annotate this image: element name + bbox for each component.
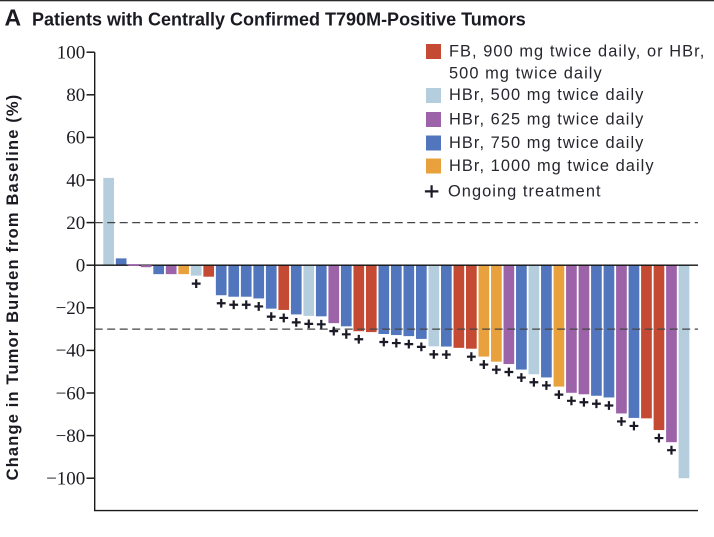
svg-text:−40: −40 [56, 341, 86, 362]
svg-text:HBr, 500 mg twice daily: HBr, 500 mg twice daily [449, 86, 644, 104]
svg-text:HBr, 750 mg twice daily: HBr, 750 mg twice daily [449, 134, 644, 152]
svg-text:HBr, 1000 mg twice daily: HBr, 1000 mg twice daily [449, 157, 655, 175]
svg-text:20: 20 [66, 213, 85, 234]
svg-text:FB, 900 mg twice daily, or HBr: FB, 900 mg twice daily, or HBr, [449, 43, 705, 61]
svg-text:−20: −20 [56, 298, 86, 319]
svg-text:HBr, 625 mg twice daily: HBr, 625 mg twice daily [449, 111, 644, 129]
svg-text:0: 0 [76, 256, 86, 277]
svg-text:60: 60 [66, 128, 85, 149]
svg-text:−60: −60 [56, 383, 86, 404]
svg-text:−100: −100 [46, 469, 85, 490]
svg-text:80: 80 [66, 85, 85, 106]
svg-text:Ongoing treatment: Ongoing treatment [448, 183, 602, 201]
svg-text:A: A [5, 4, 22, 30]
svg-text:500 mg twice daily: 500 mg twice daily [449, 64, 603, 82]
svg-text:Patients with Centrally Confir: Patients with Centrally Confirmed T790M-… [32, 9, 526, 29]
svg-text:−80: −80 [56, 426, 86, 447]
svg-text:100: 100 [57, 43, 86, 64]
svg-text:Change in Tumor Burden from Ba: Change in Tumor Burden from Baseline (%) [4, 94, 22, 481]
svg-text:40: 40 [66, 170, 85, 191]
